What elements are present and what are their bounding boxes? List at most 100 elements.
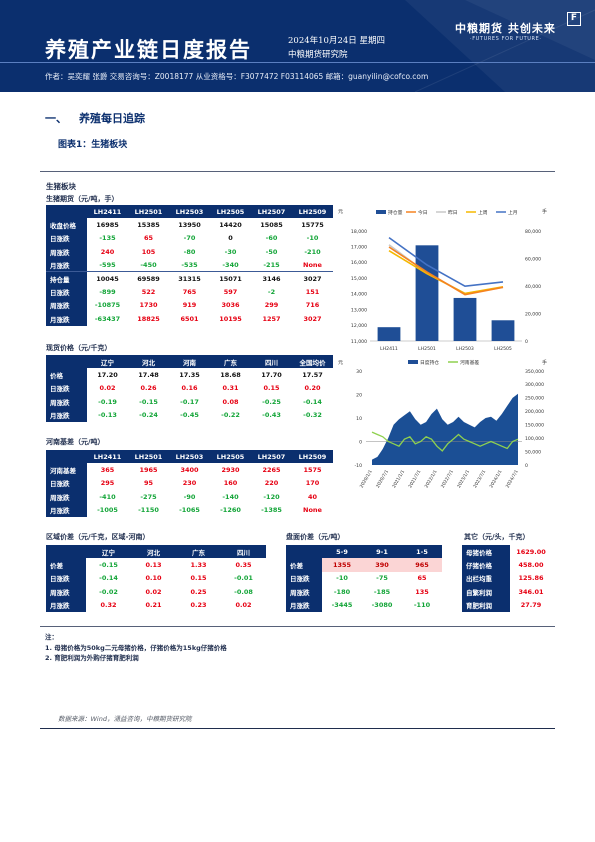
table-cell: -70	[183, 234, 196, 243]
report-header: 养殖产业链日度报告 2024年10月24日 星期四 中粮期货研究院 中粮期货 共…	[0, 0, 595, 92]
column-header: LH2411	[87, 205, 128, 219]
right-axis-unit: 手	[542, 359, 547, 366]
series-line	[388, 244, 504, 295]
y-tick-label-right: 350,000	[525, 369, 544, 375]
column-header: 广东	[210, 355, 251, 369]
table-cell: -0.14	[303, 397, 322, 406]
y-tick-label-right: 80,000	[525, 229, 541, 235]
header-divider	[0, 62, 595, 63]
futures-table-label: 生猪期货（元/吨，手）	[46, 195, 119, 203]
table-cell: 346.01	[518, 587, 544, 596]
table-cell: 1575	[303, 466, 322, 475]
x-tick-label: 2020/1/1	[359, 469, 374, 489]
note-item: 2. 育肥利润为外购仔猪育肥利润	[45, 654, 139, 662]
table-cell: 0.10	[145, 574, 162, 583]
y-tick-label-left: 30	[356, 369, 362, 375]
table-row: 价差 1355 390 965	[286, 558, 442, 572]
y-tick-label-right: 0	[525, 339, 528, 345]
table-row: 日涨跌 -10 -75 65	[286, 571, 442, 586]
column-header: LH2411	[87, 450, 128, 464]
column-header: LH2501	[128, 450, 169, 464]
table-cell: -0.02	[99, 587, 118, 596]
table-cell: 69589	[128, 271, 169, 286]
section-number: 一、	[45, 112, 67, 125]
column-header: LH2507	[251, 205, 292, 219]
table-row: 周涨跌 -410 -275 -90 -140 -120 40	[46, 490, 333, 504]
legend-label: 日度持仓	[420, 359, 439, 366]
right-axis-unit: 手	[542, 208, 547, 215]
table-cell: 40	[307, 492, 318, 501]
table-cell: 458.00	[518, 561, 544, 570]
table-cell: 3146	[251, 271, 292, 286]
futures-table: LH2411 LH2501 LH2503 LH2505 LH2507 LH2509 收盘价格…	[46, 205, 333, 326]
table-cell: 716	[305, 301, 320, 310]
row-label: 日涨跌	[46, 231, 87, 246]
table-cell: 522	[141, 288, 156, 297]
open-interest-area	[372, 393, 518, 465]
legend-label: 昨日	[448, 209, 458, 216]
table-header-row: 辽宁 河北 河南 广东 四川 全国均价	[46, 355, 333, 369]
y-tick-label-right: 50,000	[525, 449, 541, 455]
table-cell: 919	[182, 301, 197, 310]
table-cell: 31315	[169, 271, 210, 286]
table-cell: -0.15	[99, 561, 118, 570]
table-cell: 105	[141, 247, 156, 256]
left-axis-unit: 元	[338, 209, 343, 215]
x-tick-label: 2022/7/1	[440, 469, 455, 489]
table-cell: 295	[100, 479, 115, 488]
table-cell: 0.02	[235, 601, 252, 610]
x-tick-label: 2021/1/1	[391, 469, 406, 489]
table-cell: 1355	[322, 558, 362, 572]
table-cell: 18825	[137, 314, 160, 323]
row-label: 自繁利润	[462, 585, 510, 599]
table-cell: 18.68	[220, 371, 241, 380]
table-cell: -120	[263, 492, 280, 501]
y-tick-label-left: 15,000	[351, 276, 367, 282]
table-cell: -10	[336, 574, 348, 583]
table-cell: -0.43	[262, 411, 281, 420]
column-header: LH2505	[210, 205, 251, 219]
regional-spread-table: 辽宁 河北 广东 四川 价差 -0.15 0.13 1.33 0.35 日涨跌 -0.14 0.10 0…	[46, 545, 266, 612]
table-cell: -63437	[94, 314, 121, 323]
table-cell: -0.32	[303, 411, 322, 420]
table-cell: 220	[264, 479, 279, 488]
table-cell: 3027	[292, 271, 333, 286]
row-label: 持仓量	[46, 271, 87, 286]
x-tick-label: LH2501	[418, 346, 436, 352]
row-label: 日涨跌	[286, 571, 322, 586]
table-row: 周涨跌 -180 -185 135	[286, 585, 442, 599]
table-cell: 170	[305, 479, 320, 488]
column-header: LH2507	[251, 450, 292, 464]
table-cell: 2265	[262, 466, 281, 475]
x-tick-label: 2024/1/1	[488, 469, 503, 489]
legend-label: 上月	[508, 209, 518, 216]
table-row: 周涨跌 240 105 -80 -30 -50 -210	[46, 245, 333, 259]
column-header: 河南	[169, 355, 210, 369]
bar	[491, 320, 515, 341]
column-header: 四川	[221, 545, 266, 559]
row-label: 仔猪价格	[462, 558, 510, 572]
table-cell: 0.13	[145, 561, 162, 570]
table-cell: -0.17	[180, 397, 199, 406]
table-cell: 299	[264, 301, 279, 310]
panel-title: 生猪板块	[46, 182, 76, 191]
table-row: 月涨跌 -1005 -1150 -1065 -1260 -1385 None	[46, 503, 333, 517]
basis-table: LH2411 LH2501 LH2503 LH2505 LH2507 LH2509 河南基差…	[46, 450, 333, 517]
table-cell: -595	[99, 261, 116, 269]
row-label: 收盘价格	[46, 218, 87, 232]
table-cell: 17.48	[138, 371, 159, 380]
row-label: 月涨跌	[46, 503, 87, 517]
table-row: 育肥利润 27.79	[462, 598, 552, 612]
table-cell: -275	[140, 492, 157, 501]
column-header	[46, 450, 87, 464]
table-cell: 1730	[139, 301, 158, 310]
table-cell: 0.15	[190, 574, 207, 583]
note-item: 1. 母猪价格为50kg二元母猪价格，仔猪价格为15kg仔猪价格	[45, 643, 227, 652]
column-header: LH2505	[210, 450, 251, 464]
table-cell: -0.15	[139, 397, 158, 406]
report-title: 养殖产业链日度报告	[45, 37, 252, 62]
table-row: 收盘价格 16985 15385 13950 14420 15085 15775	[46, 218, 333, 232]
x-tick-label: 2020/7/1	[375, 469, 390, 489]
spot-table-label: 现货价格（元/千克）	[46, 344, 112, 352]
row-label: 月涨跌	[46, 258, 87, 272]
